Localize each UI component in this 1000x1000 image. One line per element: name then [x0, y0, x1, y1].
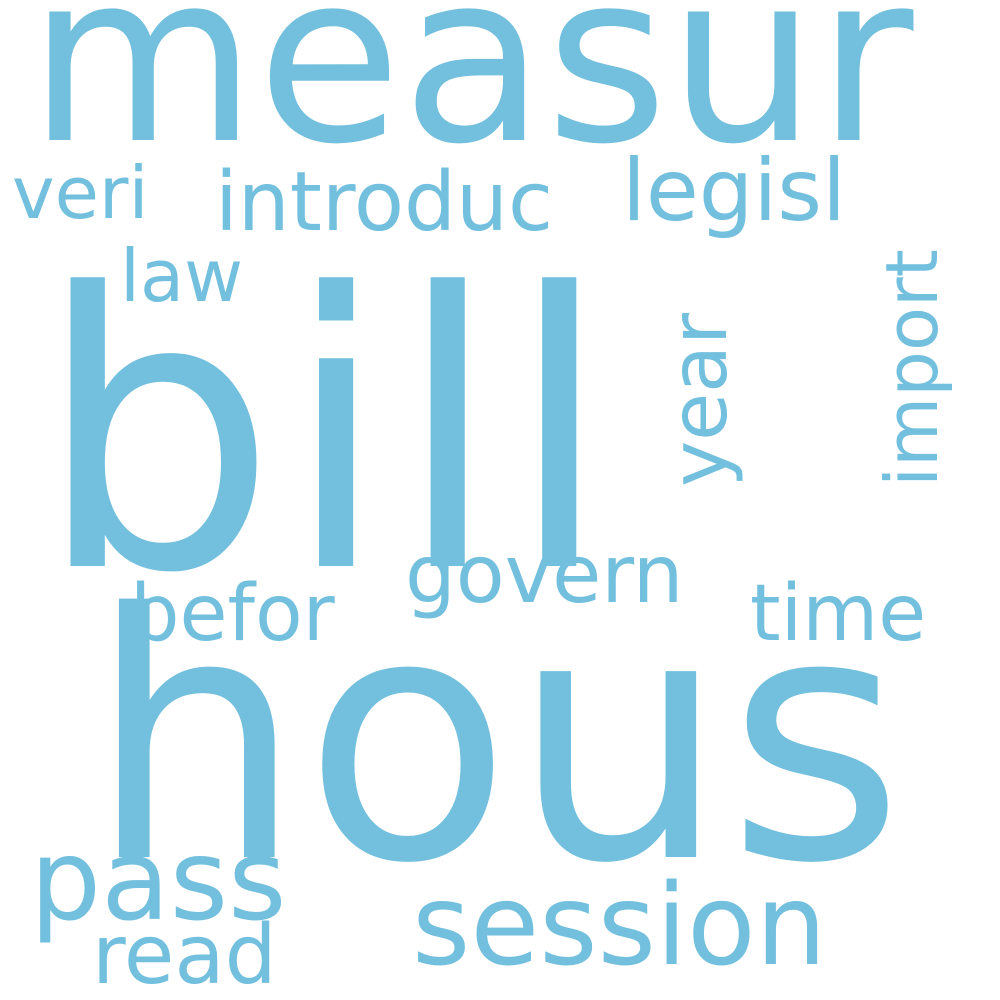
word-veri: veri — [12, 151, 149, 235]
word-pass: pass — [30, 816, 287, 946]
word-bill: bill — [36, 213, 618, 656]
word-read: read — [92, 908, 277, 1000]
word-session: session — [412, 861, 827, 991]
word-introduc: introduc — [215, 155, 554, 250]
word-measur: measur — [28, 0, 914, 196]
word-import: import — [870, 249, 954, 487]
word-legisl: legisl — [622, 141, 846, 241]
word-govern: govern — [405, 528, 684, 621]
word-law: law — [120, 234, 244, 318]
word-time: time — [750, 569, 927, 659]
word-year: year — [655, 312, 745, 488]
word-hous: hous — [88, 542, 905, 938]
word-befor: befor — [130, 569, 335, 659]
